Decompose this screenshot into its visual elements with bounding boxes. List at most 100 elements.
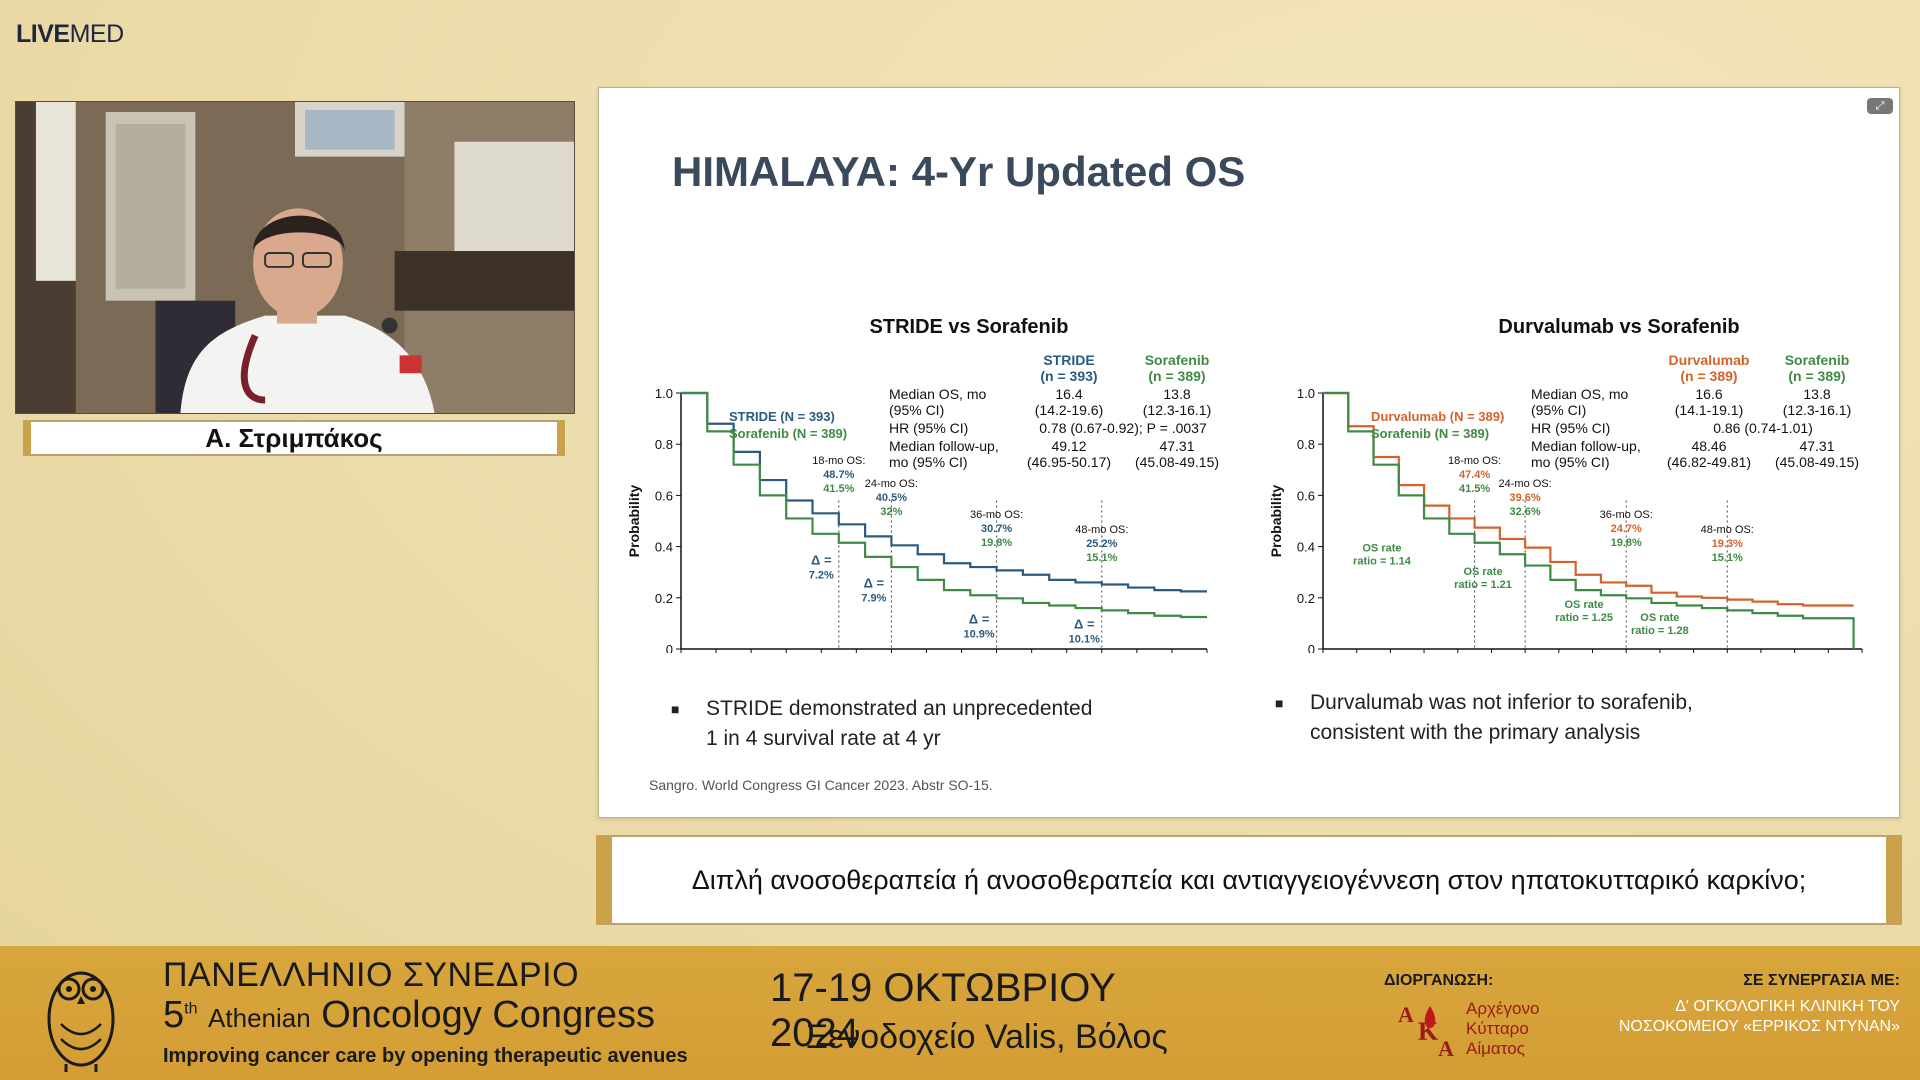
stats-header: Sorafenib [1145,352,1210,368]
legend-entry: Sorafenib (N = 389) [729,426,847,441]
stats-header: (n = 389) [1148,368,1205,384]
chart-panel-stride: STRIDE vs Sorafenib STRIDE (n = 393) Sorafe… [599,183,1239,653]
stats-value: (45.08-49.15) [1135,454,1219,470]
stats-header: Durvalumab [1669,352,1750,368]
stats-label: mo (95% CI) [1531,454,1610,470]
km-curve-sorafenib [1323,391,1855,649]
rate-label: ratio = 1.28 [1631,625,1689,637]
milestone-label: 24-mo OS: [1499,478,1552,490]
citation: Sangro. World Congress GI Cancer 2023. A… [649,777,993,793]
stats-label: Median OS, mo [889,386,986,402]
milestone-label: 18-mo OS: [1448,455,1501,467]
stats-header: STRIDE [1043,352,1094,368]
delta-label: Δ = [969,611,990,626]
km-curve-arm1 [681,391,1207,593]
milestone-label: 18-mo OS: [812,455,865,467]
speaker-name-bar: Α. Στριμπάκος [23,420,565,456]
conference-title: ΠΑΝΕΛΛΗΝΙΟ ΣΥΝΕΔΡΙΟ [163,956,580,994]
presentation-slide: ⤢ HIMALAYA: 4-Yr Updated OS STRIDE vs So… [598,87,1900,818]
delta-value: 10.9% [963,628,994,640]
y-tick-label: 0.8 [655,437,673,452]
milestone-value: 24.7% [1611,523,1642,535]
y-tick-label: 0.4 [655,540,673,555]
y-tick-label: 0.4 [1297,540,1315,555]
svg-text:Α: Α [1438,1036,1454,1058]
stats-label: (95% CI) [889,402,944,418]
y-tick-label: 0 [1308,642,1315,653]
y-tick-label: 0.8 [1297,437,1315,452]
organizer-logo-icon: Α Κ Α [1398,1002,1454,1058]
stats-value: 13.8 [1803,386,1830,402]
km-curve-sorafenib [681,391,1207,619]
chart-panel-durvalumab: Durvalumab vs Sorafenib Durvalumab (n = 38… [1234,183,1874,653]
delta-value: 10.1% [1069,634,1100,646]
stats-value: (12.3-16.1) [1783,402,1851,418]
bullet-marker: ■ [1275,695,1284,711]
conference-dates: 17-19 ΟΚΤΩΒΡΙΟΥ 2024 [770,966,1116,1055]
stats-value: 47.31 [1799,438,1834,454]
slide-title: HIMALAYA: 4-Yr Updated OS [672,148,1246,195]
milestone-value: 19.8% [1611,537,1642,549]
milestone-value: 19.8% [981,537,1012,549]
delta-label: Δ = [864,576,885,591]
chart-title: STRIDE vs Sorafenib [870,316,1069,338]
organizer-name: Αρχέγονο Κύτταρο Αίματος [1466,999,1540,1058]
rate-label: OS rate [1640,612,1679,624]
stats-value: 0.86 (0.74-1.01) [1713,420,1813,436]
milestone-label: 24-mo OS: [865,478,918,490]
y-axis-label: Probability [1268,485,1284,558]
partner-label: ΣΕ ΣΥΝΕΡΓΑΣΙΑ ΜΕ: [1743,972,1900,989]
legend-entry: Durvalumab (N = 389) [1371,409,1504,424]
delta-label: Δ = [811,553,832,568]
rate-label: OS rate [1362,543,1401,555]
chart-title: Durvalumab vs Sorafenib [1498,316,1739,338]
milestone-value: 41.5% [1459,483,1490,495]
stats-value: 16.4 [1055,386,1082,402]
conference-subtitle: 5th Athenian Oncology Congress [163,994,655,1036]
milestone-value: 40.5% [876,492,907,504]
milestone-label: 48-mo OS: [1075,524,1128,536]
stats-value: (46.82-49.81) [1667,454,1751,470]
rate-label: OS rate [1463,566,1502,578]
conference-tagline: Improving cancer care by opening therape… [163,1045,688,1067]
organizer-label: ΔΙΟΡΓΑΝΩΣΗ: [1384,972,1494,989]
expand-icon[interactable]: ⤢ [1867,98,1893,114]
rate-label: ratio = 1.21 [1454,579,1512,591]
stats-value: 16.6 [1695,386,1722,402]
rate-label: ratio = 1.25 [1555,612,1613,624]
milestone-value: 15.1% [1086,552,1117,564]
y-tick-label: 0.2 [655,591,673,606]
milestone-value: 48.7% [823,469,854,481]
svg-text:Α: Α [1398,1002,1414,1027]
partner-name: Δ' ΟΓΚΟΛΟΓΙΚΗ ΚΛΙΝΙΚΗ ΤΟΥ ΝΟΣΟΚΟΜΕΙΟΥ «ΕΡ… [1618,998,1900,1035]
y-tick-label: 1.0 [1297,386,1315,401]
subtitle-text: Διπλή ανοσοθεραπεία ή ανοσοθεραπεία και … [691,864,1807,895]
stats-value: 47.31 [1159,438,1194,454]
stats-value: (45.08-49.15) [1775,454,1859,470]
bullet-text: 1 in 4 survival rate at 4 yr [706,727,941,750]
milestone-value: 39.6% [1510,492,1541,504]
y-tick-label: 0.6 [1297,488,1315,503]
delta-label: Δ = [1074,617,1095,632]
stats-value: 0.78 (0.67-0.92); P = .0037 [1039,420,1207,436]
milestone-value: 47.4% [1459,469,1490,481]
milestone-label: 36-mo OS: [970,509,1023,521]
stats-header: Sorafenib [1785,352,1850,368]
y-tick-label: 0 [666,642,673,653]
speaker-video [15,101,575,414]
milestone-value: 15.1% [1712,552,1743,564]
milestone-value: 32.6% [1510,506,1541,518]
milestone-label: 36-mo OS: [1600,509,1653,521]
livemed-logo: LIVEMED [16,20,124,48]
stats-label: mo (95% CI) [889,454,968,470]
bullet-left: ■ STRIDE demonstrated an unprecedented 1 … [671,694,1092,754]
delta-value: 7.2% [809,570,834,582]
conference-footer: ΠΑΝΕΛΛΗΝΙΟ ΣΥΝΕΔΡΙΟ 5th Athenian Oncolog… [0,946,1920,1080]
stats-header: (n = 389) [1680,368,1737,384]
y-tick-label: 0.2 [1297,591,1315,606]
stats-value: 48.46 [1691,438,1726,454]
y-axis-label: Probability [626,485,642,558]
milestone-value: 30.7% [981,523,1012,535]
milestone-value: 41.5% [823,483,854,495]
bullet-right: ■ Durvalumab was not inferior to sorafen… [1275,688,1693,748]
